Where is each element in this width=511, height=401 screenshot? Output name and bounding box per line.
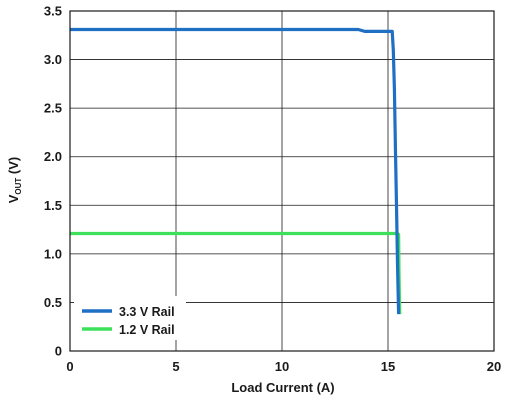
legend-label-3v3: 3.3 V Rail [119, 305, 175, 319]
x-tick-label: 20 [487, 359, 501, 374]
tick-labels: 0 5 10 15 20 0 0.5 1.0 1.5 2.0 2.5 3.0 3.5 [44, 4, 501, 375]
y-tick-label: 2.5 [44, 101, 62, 116]
y-axis-title: VOUT (V) [6, 157, 23, 204]
x-tick-label: 15 [381, 359, 395, 374]
series-layer [70, 27, 402, 315]
y-axis-title-sub: OUT [14, 178, 23, 195]
x-axis-title: Load Current (A) [231, 380, 334, 395]
y-axis-title-unit: (V) [6, 157, 21, 178]
legend-box [74, 296, 186, 340]
y-tick-label: 2.0 [44, 149, 62, 164]
y-tick-label: 1.5 [44, 198, 62, 213]
y-tick-label: 3.5 [44, 4, 62, 19]
x-tick-label: 5 [172, 359, 179, 374]
legend-label-1v2: 1.2 V Rail [119, 323, 175, 337]
y-axis-title-main: V [6, 194, 21, 203]
series-line-3v3 [70, 27, 401, 315]
x-tick-label: 0 [66, 359, 73, 374]
y-tick-label: 0 [55, 344, 62, 359]
legend: 3.3 V Rail 1.2 V Rail [74, 296, 186, 340]
y-tick-label: 1.0 [44, 246, 62, 261]
y-tick-label: 0.5 [44, 295, 62, 310]
plot-frame [69, 10, 495, 352]
x-tick-label: 10 [275, 359, 289, 374]
y-tick-label: 3.0 [44, 52, 62, 67]
